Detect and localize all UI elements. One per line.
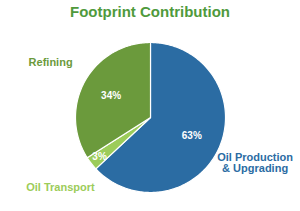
svg-text:34%: 34%: [101, 90, 121, 101]
svg-text:63%: 63%: [182, 130, 202, 141]
svg-text:Oil Transport: Oil Transport: [26, 181, 95, 193]
svg-text:3%: 3%: [92, 151, 107, 162]
svg-text:Refining: Refining: [29, 56, 73, 68]
html-text:Footprint Contribution: Footprint Contribution: [70, 3, 230, 20]
svg-text:Oil Production& Upgrading: Oil Production& Upgrading: [217, 151, 293, 174]
